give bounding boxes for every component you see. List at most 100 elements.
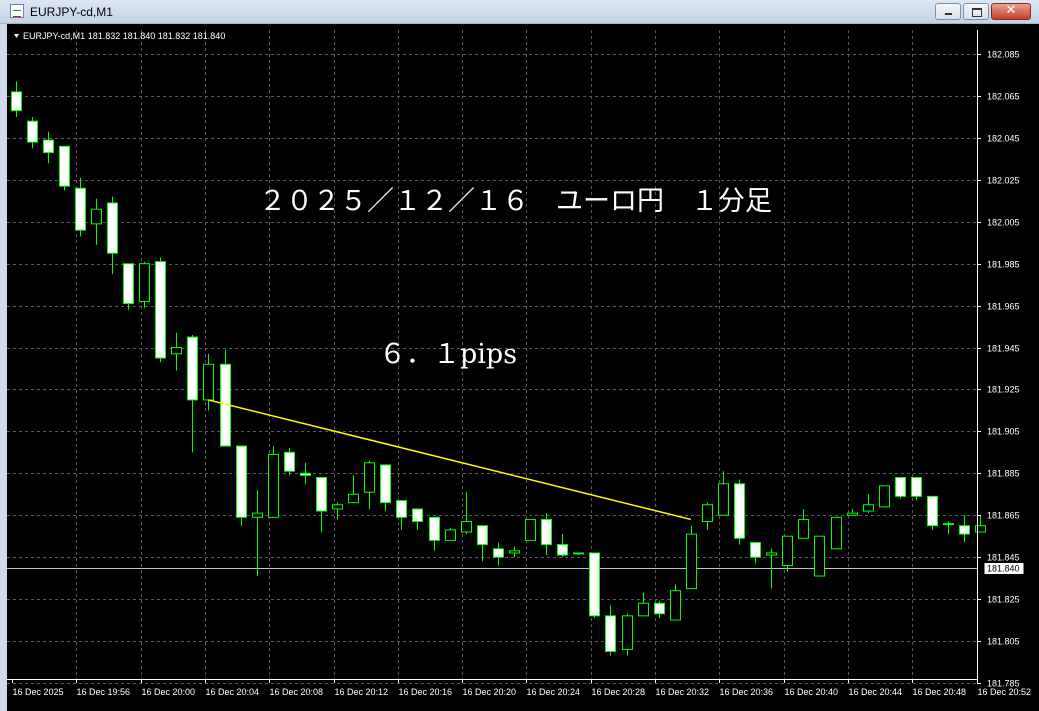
time-tick-label: 16 Dec 20:08 [270, 687, 324, 697]
candle [380, 464, 391, 512]
candle [605, 605, 616, 656]
candle-body-bull [171, 347, 182, 355]
price-tick-label: 182.025 [987, 176, 1020, 186]
candle [429, 516, 440, 551]
minimize-button[interactable] [935, 3, 961, 20]
price-tick-label: 181.985 [987, 260, 1020, 270]
candle-body-bear [750, 541, 761, 558]
candle [412, 508, 423, 530]
candles-group [11, 81, 986, 656]
chart-annotation-title: ２０２５／１２／１６ ユーロ円 １分足 [259, 186, 772, 217]
candle [702, 502, 713, 530]
candle [557, 534, 568, 558]
candle-body-bear [123, 263, 134, 305]
candle [461, 492, 472, 535]
candle [316, 477, 327, 532]
price-tick-label: 181.905 [987, 427, 1020, 437]
time-tick-label: 16 Dec 20:04 [206, 687, 260, 697]
time-axis: 16 Dec 2025 16 Dec 19:56 16 Dec 20:00 16 De… [12, 679, 1031, 697]
current-price-box [983, 562, 1025, 575]
candle-body-bear [236, 445, 247, 518]
symbol-menu-icon[interactable] [14, 34, 19, 38]
price-axis: 182.085 182.065 182.045 182.025 182.005 181.9… [977, 50, 1020, 689]
candle [220, 349, 231, 447]
price-tick-label: 182.005 [987, 218, 1020, 228]
candle-body-bull [686, 533, 697, 590]
trendline[interactable] [208, 399, 692, 521]
candle [27, 116, 38, 149]
candle [91, 198, 102, 245]
candle-body-bull [718, 483, 729, 516]
price-tick-label: 181.805 [987, 637, 1020, 647]
candle [573, 552, 584, 556]
candle [943, 521, 954, 535]
time-tick-label: 16 Dec 20:28 [592, 687, 646, 697]
candle [171, 332, 182, 371]
time-tick-label: 16 Dec 20:16 [399, 687, 453, 697]
price-tick-label: 181.825 [987, 595, 1020, 605]
candle-body-bull [525, 518, 536, 541]
candle-body-bear [654, 602, 665, 615]
candle [686, 525, 697, 590]
time-tick-label: 16 Dec 2025 [13, 687, 64, 697]
candle [589, 552, 600, 618]
time-tick-label: 16 Dec 20:40 [785, 687, 839, 697]
candle [252, 490, 263, 577]
candle-body-bear [541, 518, 552, 546]
candle [477, 525, 488, 562]
candle [107, 196, 118, 275]
price-tick-label: 181.845 [987, 553, 1020, 563]
candle-body-bull [798, 518, 809, 539]
time-tick-label: 16 Dec 20:32 [656, 687, 710, 697]
candle-body-bull [943, 523, 954, 526]
candle [879, 485, 890, 508]
candle-body-bull [847, 512, 858, 516]
current-price-label: 181.840 [987, 564, 1020, 574]
candle [236, 445, 247, 526]
candle-body-bear [300, 472, 311, 476]
candle-body-bear [75, 187, 86, 231]
candle-body-bear [557, 544, 568, 556]
candle [541, 513, 552, 556]
candlestick-chart[interactable]: 182.085 182.065 182.045 182.025 182.005 181.9… [7, 24, 1039, 711]
chart-area[interactable]: 182.085 182.065 182.045 182.025 182.005 181.9… [7, 24, 1039, 711]
candle-body-bull [863, 504, 874, 512]
price-tick-label: 182.045 [987, 134, 1020, 144]
candle-body-bear [43, 139, 54, 154]
candle-body-bull [573, 552, 584, 555]
candle-body-bull [782, 535, 793, 567]
time-tick-label: 16 Dec 20:36 [720, 687, 774, 697]
candle [959, 515, 970, 543]
candle [750, 541, 761, 564]
price-tick-label: 181.965 [987, 302, 1020, 312]
maximize-button[interactable] [963, 3, 989, 20]
symbol-info: EURJPY-cd,M1 181.832 181.840 181.832 181… [23, 31, 225, 41]
price-tick-label: 182.065 [987, 92, 1020, 102]
candle-body-bear [429, 516, 440, 541]
candle [396, 500, 407, 530]
candle-body-bear [396, 500, 407, 518]
candle-body-bull [445, 529, 456, 541]
candle-body-bull [622, 615, 633, 650]
candle-body-bull [364, 462, 375, 493]
candle [718, 471, 729, 516]
candle-body-bear [187, 336, 198, 401]
candle-body-bull [139, 263, 150, 302]
time-tick-label: 16 Dec 20:00 [142, 687, 196, 697]
window-titlebar[interactable]: EURJPY-cd,M1 ✕ [0, 0, 1039, 24]
candle [814, 535, 825, 577]
chart-annotation-pips: ６．１pips [379, 339, 517, 370]
price-tick-label: 181.885 [987, 469, 1020, 479]
candle [638, 592, 649, 617]
candle-body-bear [959, 525, 970, 535]
close-button[interactable]: ✕ [991, 3, 1031, 20]
candle-body-bull [203, 363, 214, 401]
minimize-icon [945, 13, 952, 15]
candle-body-bull [766, 552, 777, 556]
candle-body-bull [509, 550, 520, 554]
candle-body-bear [316, 477, 327, 512]
candle [445, 527, 456, 541]
chart-window-icon [10, 4, 24, 18]
candle-body-bear [284, 451, 295, 472]
candle-body-bull [252, 512, 263, 518]
